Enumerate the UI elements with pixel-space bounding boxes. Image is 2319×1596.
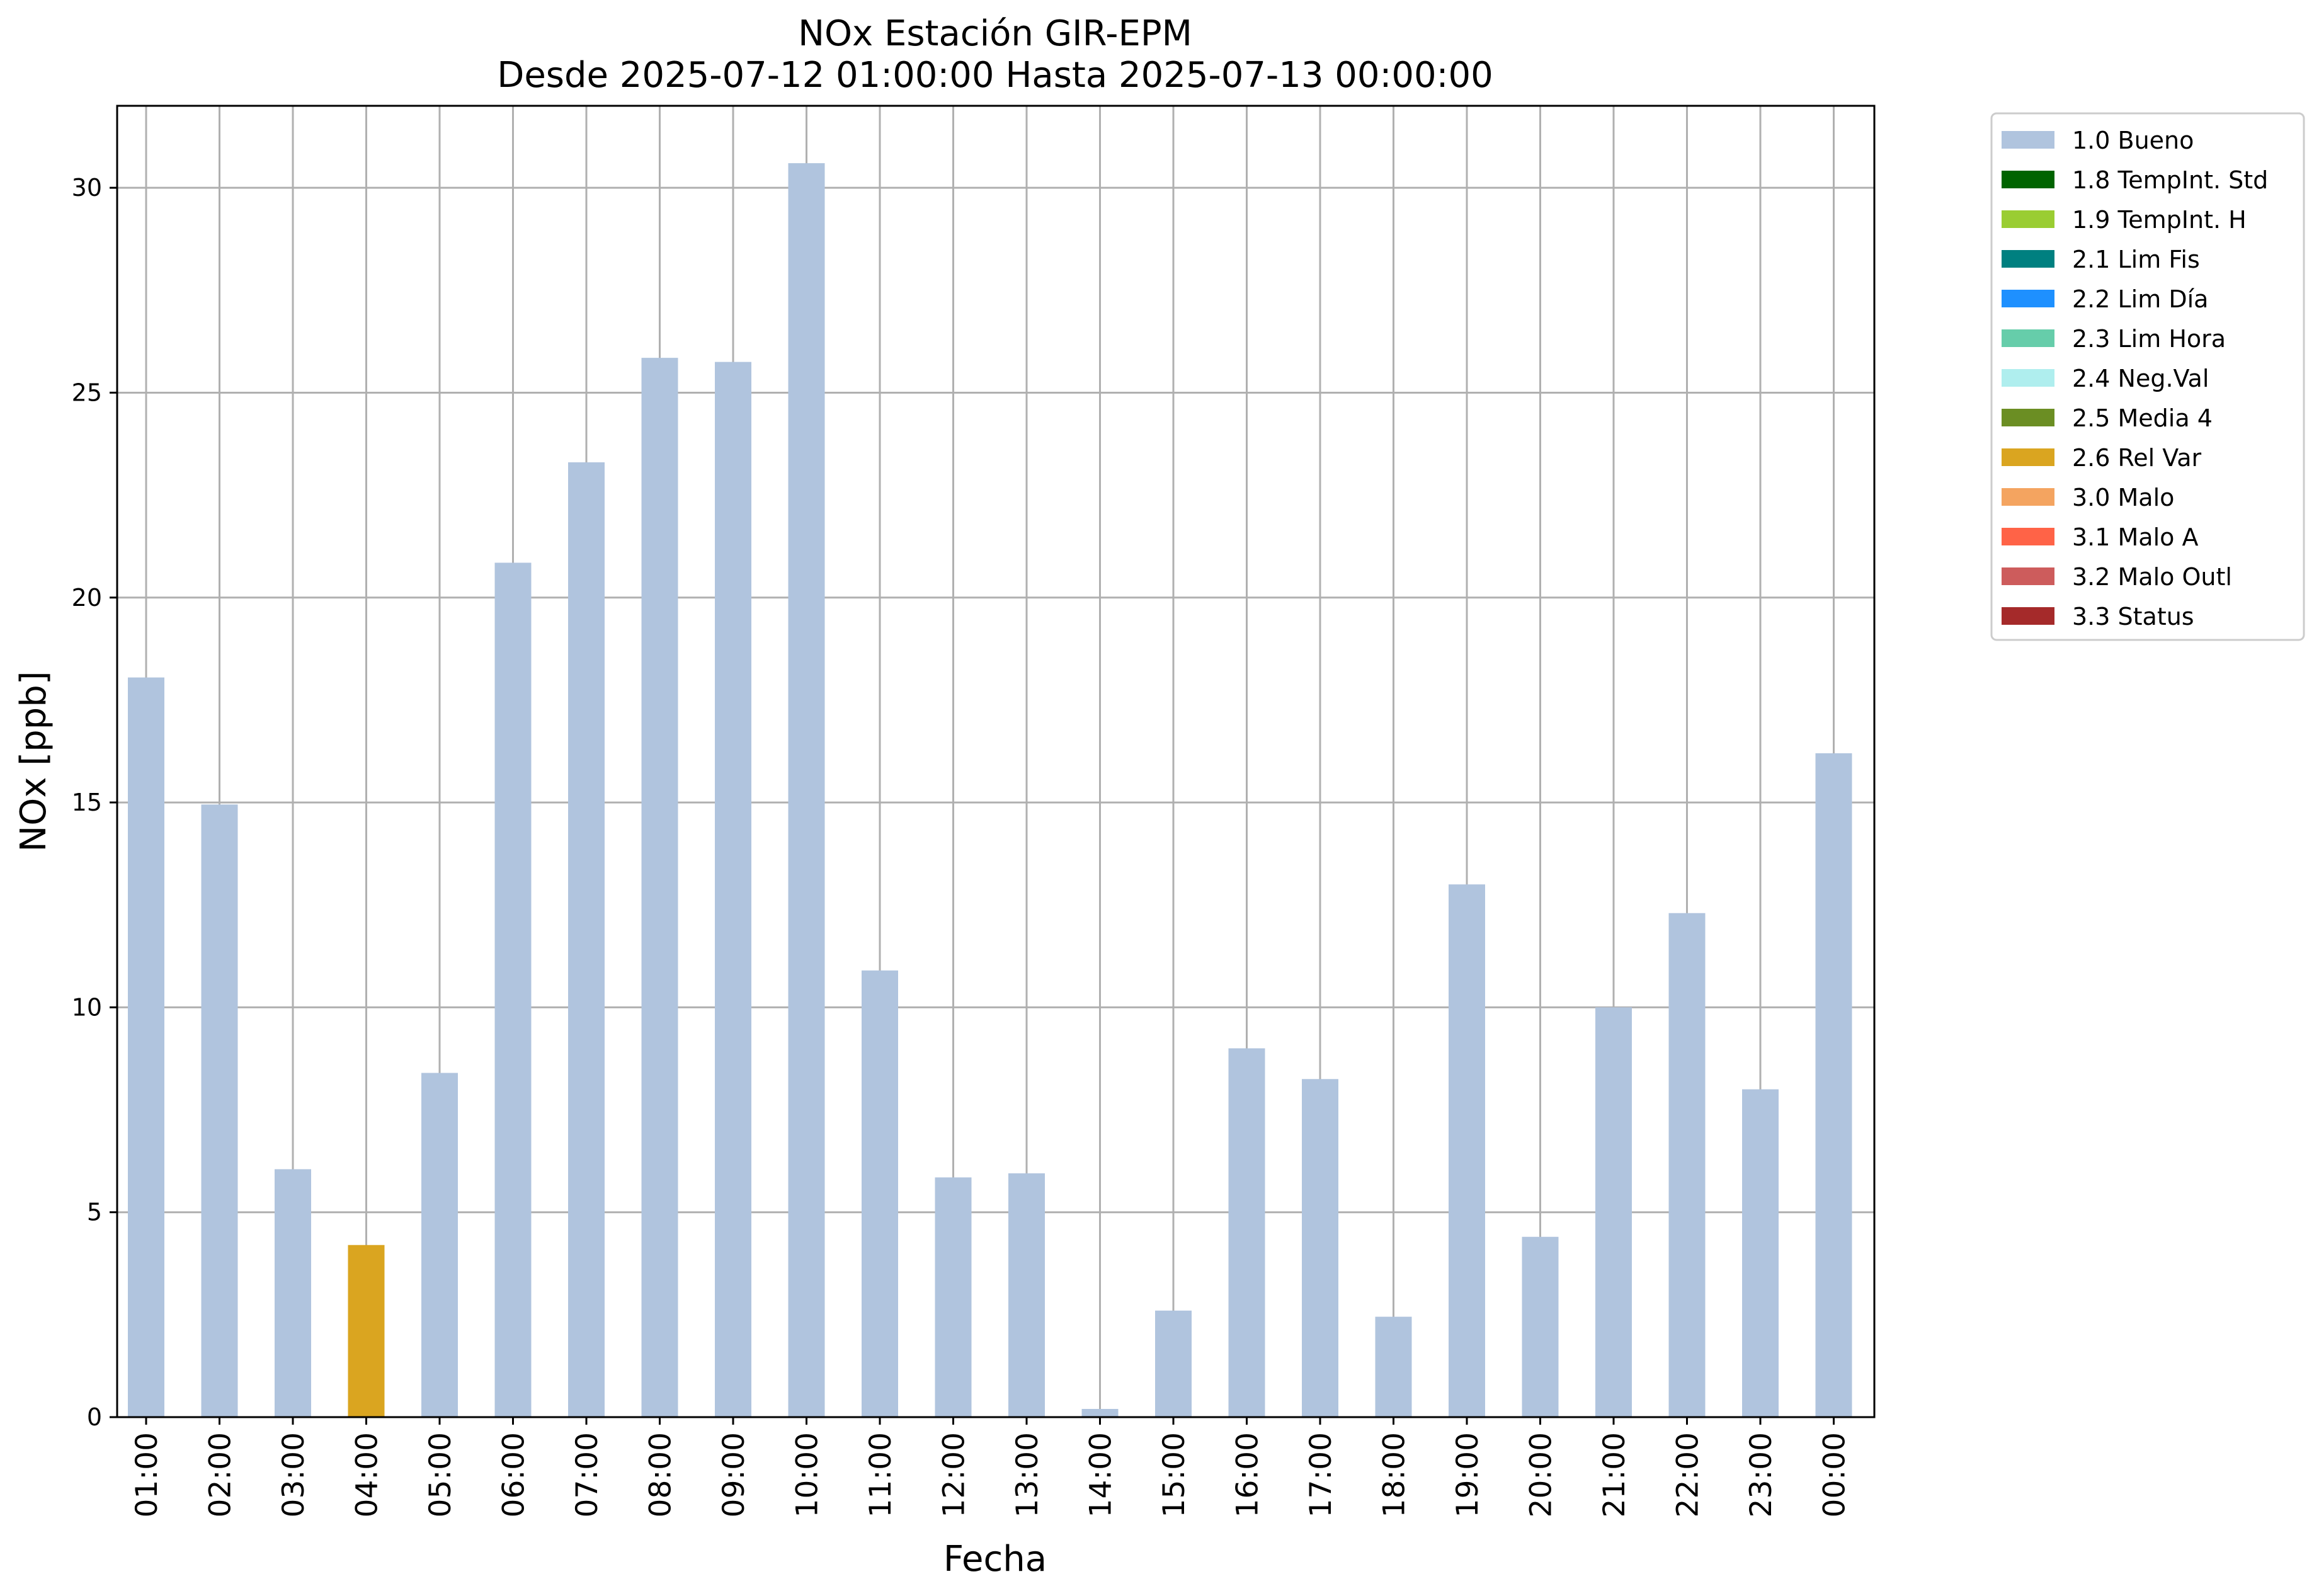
bar-1500 bbox=[1155, 1310, 1192, 1417]
y-axis-ticks: 0 5 10 15 20 25 30 bbox=[72, 174, 117, 1431]
x-tick-label: 21:00 bbox=[1597, 1432, 1632, 1517]
y-tick-label: 20 bbox=[72, 584, 102, 612]
x-tick-label: 13:00 bbox=[1010, 1432, 1045, 1517]
bar-0400 bbox=[348, 1245, 385, 1417]
bar-1900 bbox=[1449, 884, 1485, 1417]
bar-0300 bbox=[275, 1169, 311, 1417]
x-tick-label: 18:00 bbox=[1377, 1432, 1412, 1517]
legend-swatch bbox=[2002, 369, 2054, 387]
bar-0500 bbox=[421, 1073, 458, 1417]
legend-label: 1.9 TempInt. H bbox=[2072, 206, 2247, 234]
bar-1600 bbox=[1228, 1048, 1265, 1417]
bar-0000 bbox=[1815, 753, 1852, 1417]
legend-swatch bbox=[2002, 528, 2054, 545]
bar-2200 bbox=[1668, 913, 1706, 1417]
bar-2100 bbox=[1595, 1007, 1632, 1417]
x-tick-label: 05:00 bbox=[423, 1432, 458, 1517]
bar-1700 bbox=[1302, 1079, 1338, 1417]
x-tick-label: 19:00 bbox=[1450, 1432, 1485, 1517]
legend: 1.0 Bueno 1.8 TempInt. Std 1.9 TempInt. H 2… bbox=[1990, 112, 2305, 641]
x-tick-label: 23:00 bbox=[1744, 1432, 1779, 1517]
legend-swatch bbox=[2002, 171, 2054, 188]
x-tick-label: 10:00 bbox=[790, 1432, 825, 1517]
y-tick-label: 25 bbox=[72, 379, 102, 406]
plot-frame bbox=[116, 105, 1876, 1418]
bar-2000 bbox=[1522, 1236, 1559, 1417]
legend-label: 3.1 Malo A bbox=[2072, 523, 2198, 551]
x-axis-ticks: 01:00 02:00 03:00 04:00 05:00 06:00 07:00 08:00… bbox=[130, 1417, 1852, 1517]
x-tick-label: 07:00 bbox=[570, 1432, 605, 1517]
legend-label: 2.2 Lim Día bbox=[2072, 285, 2208, 313]
legend-label: 1.0 Bueno bbox=[2072, 127, 2194, 154]
legend-items: 1.0 Bueno 1.8 TempInt. Std 1.9 TempInt. H 2… bbox=[2002, 127, 2268, 630]
legend-swatch bbox=[2002, 250, 2054, 268]
x-tick-label: 08:00 bbox=[644, 1432, 678, 1517]
bar-0900 bbox=[715, 362, 751, 1417]
bar-1400 bbox=[1081, 1408, 1119, 1417]
x-tick-label: 09:00 bbox=[717, 1432, 751, 1517]
legend-swatch bbox=[2002, 210, 2054, 228]
bar-0700 bbox=[568, 462, 605, 1418]
legend-label: 2.5 Media 4 bbox=[2072, 404, 2213, 432]
x-tick-label: 03:00 bbox=[276, 1432, 311, 1517]
legend-label: 2.4 Neg.Val bbox=[2072, 365, 2209, 392]
legend-swatch bbox=[2002, 409, 2054, 426]
legend-label: 3.2 Malo Outl bbox=[2072, 563, 2232, 591]
legend-swatch bbox=[2002, 567, 2054, 585]
legend-swatch bbox=[2002, 448, 2054, 466]
bar-0600 bbox=[494, 562, 532, 1417]
x-tick-label: 14:00 bbox=[1084, 1432, 1119, 1517]
bar-1200 bbox=[935, 1177, 972, 1417]
legend-swatch bbox=[2002, 329, 2054, 347]
x-tick-label: 01:00 bbox=[130, 1432, 164, 1517]
x-tick-label: 12:00 bbox=[937, 1432, 972, 1517]
legend-swatch bbox=[2002, 488, 2054, 506]
bar-1800 bbox=[1375, 1316, 1412, 1417]
legend-label: 1.8 TempInt. Std bbox=[2072, 166, 2268, 194]
legend-swatch bbox=[2002, 607, 2054, 625]
bar-1100 bbox=[862, 970, 898, 1417]
legend-label: 2.6 Rel Var bbox=[2072, 444, 2202, 472]
x-tick-label: 15:00 bbox=[1157, 1432, 1192, 1517]
legend-label: 3.0 Malo bbox=[2072, 484, 2174, 511]
legend-label: 3.3 Status bbox=[2072, 603, 2194, 630]
y-axis-label: NOx [ppb] bbox=[13, 671, 54, 852]
x-tick-label: 20:00 bbox=[1524, 1432, 1559, 1517]
x-tick-label: 00:00 bbox=[1818, 1432, 1852, 1517]
bar-0100 bbox=[128, 677, 164, 1417]
chart-title: NOx Estación GIR-EPM bbox=[798, 13, 1192, 54]
legend-frame bbox=[1990, 112, 2305, 641]
x-tick-label: 17:00 bbox=[1304, 1432, 1338, 1517]
x-tick-label: 11:00 bbox=[863, 1432, 898, 1517]
legend-swatch bbox=[2002, 290, 2054, 307]
x-tick-label: 22:00 bbox=[1671, 1432, 1706, 1517]
bar-0800 bbox=[641, 358, 678, 1417]
bar-2300 bbox=[1742, 1089, 1779, 1417]
legend-label: 2.1 Lim Fis bbox=[2072, 246, 2200, 273]
y-tick-label: 0 bbox=[87, 1403, 102, 1431]
y-tick-label: 5 bbox=[87, 1199, 102, 1226]
x-tick-label: 06:00 bbox=[497, 1432, 532, 1517]
bar-1300 bbox=[1008, 1173, 1045, 1417]
x-tick-label: 16:00 bbox=[1231, 1432, 1265, 1517]
bar-1000 bbox=[788, 163, 825, 1417]
y-tick-label: 10 bbox=[72, 993, 102, 1021]
legend-swatch bbox=[2002, 131, 2054, 149]
x-tick-label: 04:00 bbox=[350, 1432, 385, 1517]
x-axis-label: Fecha bbox=[943, 1539, 1047, 1580]
bars bbox=[128, 163, 1852, 1418]
x-tick-label: 02:00 bbox=[203, 1432, 238, 1517]
chart-subtitle: Desde 2025-07-12 01:00:00 Hasta 2025-07-… bbox=[497, 55, 1493, 96]
legend-label: 2.3 Lim Hora bbox=[2072, 325, 2226, 353]
y-tick-label: 15 bbox=[72, 789, 102, 816]
y-tick-label: 30 bbox=[72, 174, 102, 202]
bar-0200 bbox=[201, 804, 238, 1417]
